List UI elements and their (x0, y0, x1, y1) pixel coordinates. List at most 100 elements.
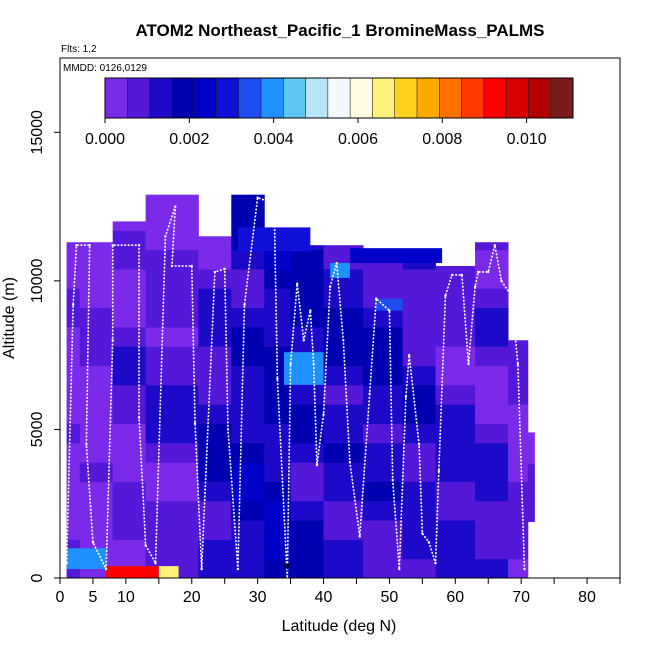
heatmap-cell (79, 365, 114, 386)
heatmap-cell (198, 384, 232, 405)
heatmap-cell (402, 307, 437, 328)
heatmap-cell (435, 558, 476, 579)
heatmap-cell (231, 423, 265, 444)
heatmap-cell (198, 326, 232, 347)
heatmap-cell (66, 249, 81, 270)
heatmap-cell (363, 462, 404, 482)
heatmap-cell (475, 307, 509, 328)
colorbar: 0.000 0.002 0.004 0.006 0.008 0.010 (85, 77, 574, 148)
heatmap-cell (264, 442, 292, 463)
colorbar-tick-label: 0.008 (422, 131, 462, 148)
heatmap-cell (198, 442, 232, 463)
heatmap-cell (145, 442, 199, 463)
heatmap-cell (112, 500, 147, 521)
heatmap-cell (145, 307, 199, 328)
track-point (213, 270, 217, 274)
heatmap-cell (79, 242, 114, 251)
heatmap-cell (79, 462, 114, 482)
profile-band (264, 230, 292, 579)
colorbar-swatch (417, 78, 440, 118)
flight-track (65, 196, 526, 579)
heatmap-cell (435, 365, 476, 386)
heatmap-cell (79, 249, 114, 270)
heatmap-highlight (349, 248, 443, 264)
heatmap-cell (290, 307, 325, 328)
heatmap-cell (198, 249, 232, 270)
heatmap-cell (363, 268, 404, 289)
heatmap-cell (66, 500, 81, 521)
heatmap-cell (475, 462, 509, 482)
heatmap-cell (198, 346, 232, 367)
heatmap-cell (231, 539, 265, 560)
axes: 0 5 10 20 30 40 50 60 70 80 0 5000 10000 15000 (29, 110, 621, 606)
x-tick-label: 30 (249, 589, 267, 606)
heatmap-cell (508, 404, 529, 424)
x-tick-label: 20 (183, 589, 201, 606)
track-point (236, 567, 240, 571)
track-point (226, 428, 230, 431)
colorbar-swatch (461, 78, 485, 118)
track-point (174, 205, 177, 208)
track-point (137, 416, 141, 419)
heatmap-cell (290, 404, 325, 424)
heatmap-cell (508, 539, 529, 560)
profile-band (145, 194, 199, 579)
heatmap-cell (112, 230, 147, 251)
colorbar-swatch (194, 78, 217, 118)
heatmap-cell (145, 520, 199, 540)
heatmap-cell (66, 520, 81, 540)
x-tick-label: 80 (578, 589, 596, 606)
heatmap-cell (290, 288, 325, 309)
track-point (193, 422, 197, 425)
heatmap-cell (198, 236, 232, 251)
heatmap-cell (231, 500, 265, 521)
heatmap-cell (112, 288, 147, 309)
heatmap-cell (231, 346, 265, 367)
heatmap-cell (475, 384, 509, 405)
heatmap-cell (264, 268, 292, 289)
heatmap-cell (435, 442, 476, 463)
heatmap-cell (402, 520, 437, 540)
profile-band (231, 194, 265, 579)
track-point (170, 264, 174, 268)
track-point (444, 294, 447, 297)
heatmap-cell (198, 307, 232, 328)
heatmap-cell (435, 266, 476, 270)
heatmap-cell (231, 481, 265, 502)
heatmap-cell (264, 288, 292, 309)
track-point (477, 270, 480, 274)
heatmap-cell (112, 326, 147, 347)
heatmap-cell (145, 462, 199, 482)
chart-title: ATOM2 Northeast_Pacific_1 BromineMass_PA… (135, 21, 544, 40)
heatmap-cell (323, 520, 364, 540)
heatmap-cell (363, 307, 404, 328)
track-point (404, 395, 408, 398)
heatmap-cell (402, 481, 437, 502)
heatmap-cell (402, 539, 437, 560)
x-tick-label: 0 (56, 589, 65, 606)
heatmap-cell (79, 268, 114, 289)
heatmap-cell (79, 404, 114, 424)
heatmap-cell (363, 326, 404, 347)
heatmap-cell (290, 249, 325, 270)
track-point (342, 339, 345, 342)
heatmap-cell (231, 558, 265, 579)
heatmap-cell (527, 432, 535, 445)
x-tick-label: 60 (446, 589, 464, 606)
heatmap-cell (323, 423, 364, 444)
track-point (111, 339, 114, 342)
heatmap-cell (264, 404, 292, 424)
heatmap-cell (145, 326, 199, 347)
heatmap-cell (508, 558, 529, 579)
track-point (391, 478, 394, 482)
heatmap-cell (475, 539, 509, 560)
heatmap-cell (323, 404, 364, 424)
heatmap-cell (145, 211, 199, 231)
heatmap-cell (198, 462, 232, 482)
heatmap-cell (435, 500, 476, 521)
track-point (493, 244, 497, 247)
heatmap-cell (112, 442, 147, 463)
heatmap-cell (145, 423, 199, 444)
heatmap-cell (290, 520, 325, 540)
track-point (450, 273, 454, 277)
